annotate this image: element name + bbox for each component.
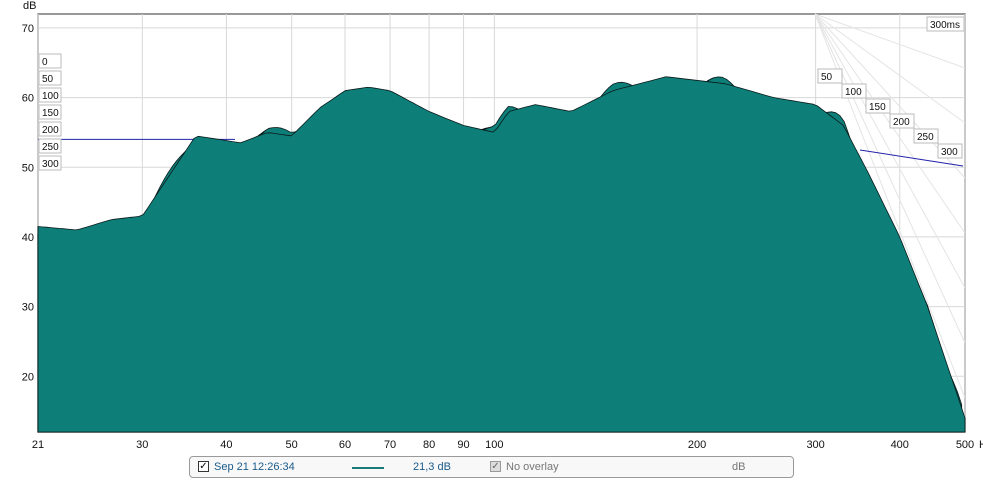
x-tick-label: 70: [384, 439, 396, 451]
y-tick-label: 20: [22, 371, 34, 383]
x-tick-label: 400: [891, 439, 909, 451]
x-tick-label: 500: [956, 439, 974, 451]
time-label-right: 150: [869, 102, 886, 113]
time-label-left: 200: [42, 125, 59, 136]
time-label-box: [38, 87, 62, 103]
x-tick-label: 80: [423, 439, 435, 451]
time-label-left: 100: [42, 91, 59, 102]
overlay-label: No overlay: [506, 461, 559, 473]
depth-grid-line: [814, 13, 966, 289]
time-label-box: [38, 70, 62, 86]
y-tick-label: 40: [22, 232, 34, 244]
time-label-box: [913, 128, 939, 144]
series-swatch: [352, 467, 384, 469]
legend-bar: ✓ Sep 21 12:26:34 21,3 dB ✓ No overlay d…: [189, 456, 794, 478]
measurement-name[interactable]: Sep 21 12:26:34: [214, 461, 295, 473]
time-label-box: [865, 98, 891, 114]
x-tick-label: 300: [806, 439, 824, 451]
x-unit-label: Hz: [979, 439, 983, 451]
time-max-label: 300ms: [926, 16, 965, 32]
x-tick-label: 200: [688, 439, 706, 451]
decay-slice: [37, 76, 966, 433]
depth-grid-line: [814, 13, 966, 124]
x-tick-label: 21: [32, 439, 44, 451]
overlay-checkbox[interactable]: ✓: [490, 461, 501, 472]
reference-line-right: [859, 149, 964, 167]
time-label-left: 0: [42, 57, 48, 68]
time-label-box: [889, 113, 915, 129]
time-label-right: 100: [845, 87, 862, 98]
time-label-box: [937, 143, 963, 159]
time-label-box: [817, 68, 843, 84]
legend-unit: dB: [732, 461, 746, 473]
y-axis-label: dB: [23, 0, 36, 12]
y-tick-label: 50: [22, 162, 34, 174]
time-label-right: 250: [917, 132, 934, 143]
time-label-right: 200: [893, 117, 910, 128]
time-label-right: 300: [941, 147, 958, 158]
measurement-checkbox[interactable]: ✓: [198, 461, 209, 472]
x-tick-label: 100: [485, 439, 503, 451]
y-tick-label: 60: [22, 93, 34, 105]
time-label-left: 50: [42, 74, 54, 85]
time-label-box: [38, 53, 62, 69]
x-tick-label: 60: [339, 439, 351, 451]
time-label-box: [38, 155, 62, 171]
measurement-level: 21,3 dB: [413, 461, 451, 473]
y-tick-label: 30: [22, 302, 34, 314]
y-tick-label: 70: [22, 23, 34, 35]
waterfall-plot[interactable]: 20 30 40 50 60 70 21 30 40 50 60 70 80 90 100 200 300 400…: [0, 0, 983, 455]
time-label-box: [841, 83, 867, 99]
x-tick-label: 30: [136, 439, 148, 451]
x-tick-label: 40: [220, 439, 232, 451]
x-tick-label: 50: [286, 439, 298, 451]
time-label-right: 50: [821, 72, 833, 83]
depth-grid-line: [814, 13, 966, 69]
time-label-left: 250: [42, 142, 59, 153]
time-label-box: [38, 121, 62, 137]
time-label-left: 300: [42, 159, 59, 170]
time-max-text: 300ms: [930, 20, 960, 31]
time-label-box: [38, 138, 62, 154]
time-label-box: [38, 104, 62, 120]
time-label-left: 150: [42, 108, 59, 119]
x-tick-label: 90: [457, 439, 469, 451]
